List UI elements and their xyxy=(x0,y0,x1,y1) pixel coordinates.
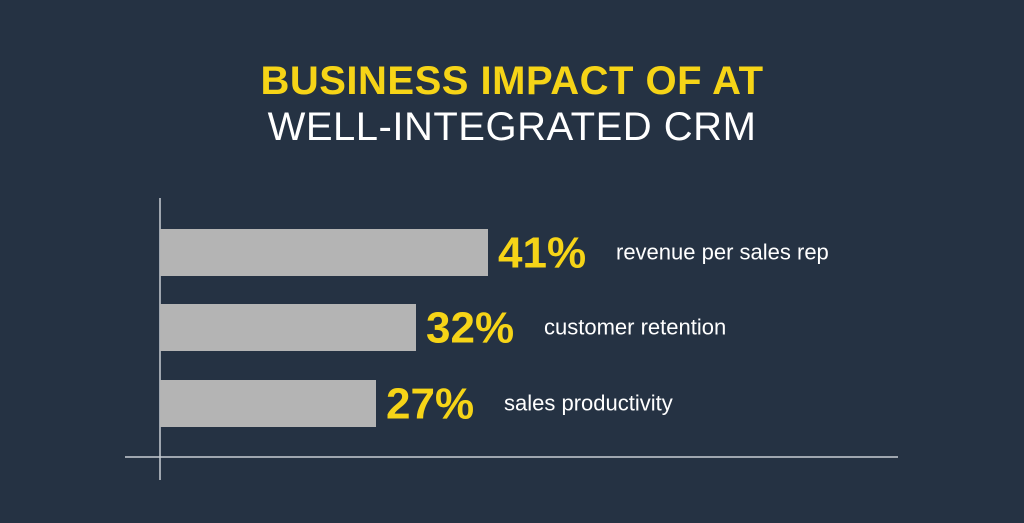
bars-group: 41% revenue per sales rep 32% customer rete… xyxy=(160,229,829,429)
bar-3 xyxy=(160,380,376,427)
value-label-3: 27% xyxy=(386,380,474,429)
value-label-1: 41% xyxy=(498,229,586,278)
title-line-2: WELL-INTEGRATED CRM xyxy=(267,105,757,149)
bar-1 xyxy=(160,229,488,276)
category-label-1: revenue per sales rep xyxy=(616,240,829,265)
bar-2 xyxy=(160,304,416,351)
title-line-1: BUSINESS IMPACT OF AT xyxy=(260,59,764,103)
category-label-2: customer retention xyxy=(544,315,726,340)
value-label-2: 32% xyxy=(426,304,514,353)
category-label-3: sales productivity xyxy=(504,391,673,416)
chart-title: BUSINESS IMPACT OF AT WELL-INTEGRATED CR… xyxy=(0,58,1024,150)
